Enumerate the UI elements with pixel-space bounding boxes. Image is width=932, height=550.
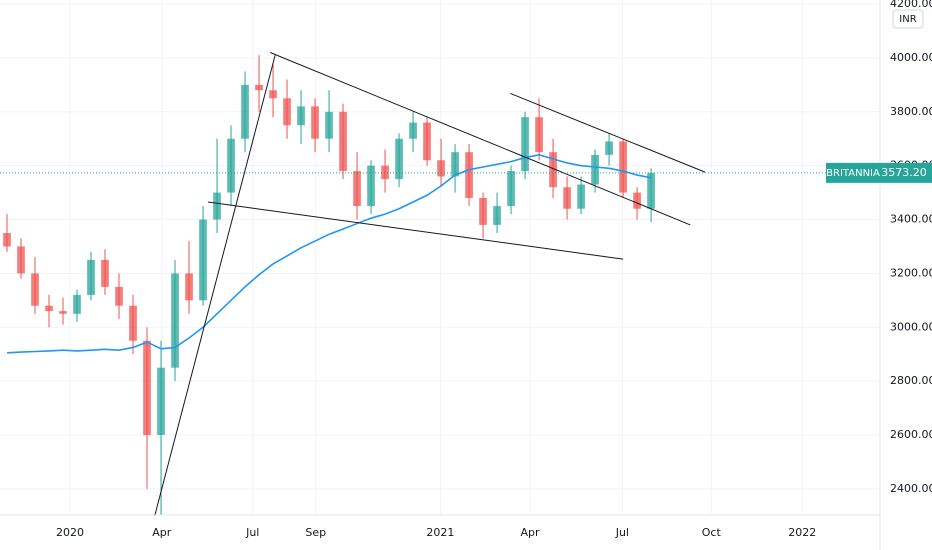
x-tick-label: Jul: [245, 526, 259, 539]
candle-body: [101, 259, 109, 287]
currency: INR: [899, 14, 916, 25]
candle-body: [297, 106, 305, 126]
candle-body: [129, 305, 137, 341]
candle-body: [451, 152, 459, 177]
candle-body: [465, 152, 473, 198]
y-tick-label: 2600.00: [890, 428, 932, 441]
candle-body: [549, 152, 557, 188]
candle-body: [479, 197, 487, 225]
symbol-label: BRITANNIA: [826, 168, 880, 179]
trendline: [510, 93, 706, 173]
candle-body: [437, 160, 445, 177]
moving-average: [6, 154, 652, 354]
candle-body: [367, 165, 375, 207]
y-tick-label: 2800.00: [890, 374, 932, 387]
candle-body: [143, 340, 151, 436]
trendline: [207, 201, 624, 260]
candle-body: [507, 171, 515, 207]
candle-body: [577, 184, 585, 209]
candle-body: [591, 154, 599, 185]
candle-body: [395, 138, 403, 180]
candle-body: [199, 219, 207, 301]
x-tick-label: Sep: [305, 526, 326, 539]
candle-body: [87, 259, 95, 295]
candle-body: [241, 84, 249, 139]
trendline: [154, 55, 276, 516]
candle-body: [325, 111, 333, 139]
candle-body: [339, 111, 347, 172]
candle-body: [59, 311, 67, 314]
y-tick-label: 4000.00: [890, 51, 932, 64]
y-tick-label: 2400.00: [890, 482, 932, 495]
candle-body: [213, 192, 221, 220]
x-tick-label: 2020: [56, 526, 84, 539]
candle-body: [157, 367, 165, 436]
candle-body: [185, 273, 193, 301]
candle-body: [493, 206, 501, 225]
last-price-badge: [880, 162, 932, 183]
candle-body: [423, 122, 431, 161]
x-tick-label: Apr: [152, 526, 172, 539]
candle-body: [115, 286, 123, 306]
trendline: [270, 52, 691, 226]
candle-body: [3, 232, 11, 247]
last-price-label: 3573.20: [881, 166, 927, 179]
candle-body: [269, 90, 277, 99]
candle-body: [73, 294, 81, 314]
grid: [0, 0, 880, 515]
candle-body: [227, 138, 235, 193]
candle-body: [605, 141, 613, 155]
x-tick-label: Apr: [520, 526, 540, 539]
candle-body: [255, 84, 263, 91]
y-tick-label: 4200.00: [890, 0, 932, 10]
candle-body: [633, 192, 641, 209]
candle-body: [647, 172, 655, 209]
candle-body: [619, 141, 627, 193]
candle-body: [563, 187, 571, 209]
y-tick-label: 3800.00: [890, 105, 932, 118]
x-tick-label: Oct: [702, 526, 722, 539]
candle-body: [17, 246, 25, 274]
candle-body: [535, 117, 543, 153]
candle-body: [45, 305, 53, 312]
x-tick-label: Jul: [615, 526, 629, 539]
currency-badge: [892, 9, 924, 29]
y-tick-label: 3400.00: [890, 213, 932, 226]
candle-body: [311, 106, 319, 139]
x-tick-label: 2021: [426, 526, 454, 539]
candle-body: [31, 273, 39, 306]
candle-body: [353, 171, 361, 207]
candle-body: [171, 273, 179, 368]
candle-body: [283, 98, 291, 126]
x-tick-label: 2022: [788, 526, 816, 539]
candle-body: [521, 117, 529, 172]
candle-body: [381, 165, 389, 180]
plot: [0, 52, 880, 516]
y-tick-label: 3000.00: [890, 320, 932, 333]
symbol-badge: [826, 162, 880, 183]
y-tick-label: 3200.00: [890, 266, 932, 279]
axes: 2400.00 2600.00 2800.00 3000.00 3200.00 3400.…: [56, 0, 932, 539]
candle-body: [409, 122, 417, 139]
